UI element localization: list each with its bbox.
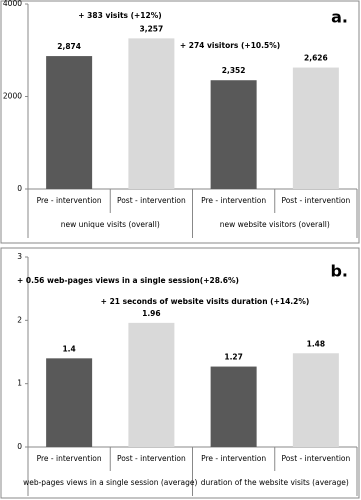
y-tick-label: 0 [17, 442, 22, 451]
annotation: + 21 seconds of website visits duration … [101, 297, 310, 306]
x-tick-label: Post - intervention [117, 454, 186, 463]
group-label: new website visitors (overall) [220, 220, 330, 229]
value-label: 2,874 [57, 42, 81, 51]
chart-title: b. [330, 262, 348, 281]
annotation: + 274 visitors (+10.5%) [180, 41, 280, 50]
group-label: web-pages views in a single session (ave… [23, 478, 197, 487]
value-label: 2,626 [304, 54, 328, 63]
y-tick-label: 2000 [3, 92, 22, 101]
x-tick-label: Pre - intervention [37, 196, 102, 205]
panel-border [0, 247, 360, 499]
value-label: 1.27 [224, 353, 243, 362]
bar [210, 80, 257, 189]
y-tick-label: 0 [17, 184, 22, 193]
bar [128, 322, 175, 447]
bar [128, 38, 175, 189]
bar [292, 67, 339, 189]
y-tick-label: 3 [17, 252, 22, 261]
annotation: + 383 visits (+12%) [78, 11, 161, 20]
x-tick-label: Pre - intervention [201, 196, 266, 205]
value-label: 2,352 [222, 66, 246, 75]
x-tick-label: Post - intervention [281, 196, 350, 205]
bar [46, 56, 93, 189]
y-tick-label: 4000 [3, 0, 22, 8]
x-tick-label: Post - intervention [117, 196, 186, 205]
value-label: 1.4 [62, 344, 75, 353]
x-tick-label: Post - intervention [281, 454, 350, 463]
bar [46, 358, 93, 447]
value-label: 1.96 [142, 309, 161, 318]
value-label: 3,257 [140, 24, 164, 33]
panel-border [0, 0, 360, 244]
x-tick-label: Pre - intervention [201, 454, 266, 463]
group-label: new unique visits (overall) [61, 220, 160, 229]
y-tick-label: 2 [17, 315, 22, 324]
bar [292, 353, 339, 447]
x-tick-label: Pre - intervention [37, 454, 102, 463]
value-label: 1.48 [307, 339, 326, 348]
bar [210, 366, 257, 447]
chart-title: a. [331, 8, 348, 27]
annotation: + 0.56 web-pages views in a single sessi… [17, 276, 239, 285]
group-label: duration of the website visits (average) [201, 478, 349, 487]
y-tick-label: 1 [17, 379, 22, 388]
